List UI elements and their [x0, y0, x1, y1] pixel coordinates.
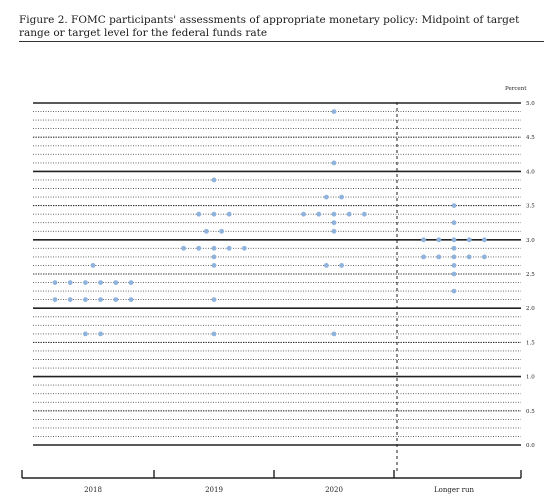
participant-dot	[98, 280, 103, 285]
participant-dot	[339, 263, 344, 268]
y-tick-label: 3.0	[526, 238, 535, 244]
participant-dot	[196, 211, 202, 217]
y-tick-label: 3.5	[526, 204, 535, 210]
participant-dot	[324, 263, 329, 268]
participant-dot	[331, 211, 337, 217]
y-tick-label: 2.0	[526, 306, 535, 312]
participant-dot	[181, 245, 187, 251]
participant-dot	[331, 160, 337, 166]
participant-dot	[242, 245, 247, 251]
x-category-label: 2019	[205, 486, 223, 494]
participant-dot	[83, 331, 88, 337]
participant-dot	[324, 194, 329, 200]
participant-dot	[331, 220, 337, 226]
participant-dot	[466, 254, 472, 260]
participant-dot	[421, 254, 426, 260]
participant-dot	[226, 211, 232, 217]
participant-dot	[52, 297, 58, 302]
participant-dot	[67, 297, 73, 302]
participant-dot	[436, 254, 442, 260]
participant-dot	[482, 254, 487, 260]
participant-dot	[339, 194, 344, 200]
participant-dot	[331, 228, 337, 234]
participant-dot	[451, 288, 457, 294]
participant-dot	[451, 245, 457, 251]
participant-dot	[128, 280, 134, 285]
x-category-label: 2020	[325, 486, 343, 494]
participant-dot	[211, 254, 217, 260]
participant-dot	[90, 263, 96, 268]
participant-dot	[331, 331, 337, 337]
participant-dot	[211, 245, 217, 251]
participant-dot	[52, 280, 58, 285]
participant-dot	[301, 211, 306, 217]
participant-dot	[482, 237, 487, 243]
y-tick-label: 2.5	[526, 272, 535, 278]
y-tick-label: 5.0	[526, 101, 535, 107]
participant-dot	[436, 237, 442, 243]
participant-dot	[211, 211, 217, 217]
participant-dot	[451, 271, 457, 277]
participant-dot	[83, 280, 88, 285]
participant-dot	[346, 211, 352, 217]
participant-dot	[316, 211, 322, 217]
participant-dot	[113, 297, 119, 302]
participant-dot	[113, 280, 119, 285]
participant-dot	[204, 228, 209, 234]
participant-dot	[226, 245, 232, 251]
x-category-label: 2018	[84, 486, 102, 494]
figure-title: Figure 2. FOMC participants' assessments…	[19, 14, 520, 39]
y-axis-unit-label: Percent	[505, 86, 527, 92]
participant-dot	[451, 263, 457, 268]
participant-dot	[451, 237, 457, 243]
participant-dot	[331, 109, 337, 114]
y-tick-label: 0.5	[526, 409, 535, 415]
title-divider	[19, 41, 544, 42]
participant-dot	[451, 220, 457, 226]
participant-dot	[83, 297, 88, 302]
y-tick-label: 4.5	[526, 135, 535, 141]
participant-dot	[128, 297, 134, 302]
participant-dot	[98, 331, 103, 337]
participant-dot	[67, 280, 73, 285]
participant-dot	[466, 237, 472, 243]
y-tick-label: 1.5	[526, 340, 535, 346]
participant-dot	[211, 177, 217, 183]
participant-dot	[451, 254, 457, 260]
y-tick-label: 0.0	[526, 443, 535, 449]
participant-dot	[219, 228, 225, 234]
participant-dot	[196, 245, 202, 251]
participant-dot	[211, 263, 217, 268]
y-tick-label: 4.0	[526, 169, 535, 175]
participant-dot	[211, 331, 217, 337]
participant-dot	[211, 297, 217, 302]
participant-dot	[362, 211, 367, 217]
participant-dot	[98, 297, 103, 302]
y-tick-label: 1.0	[526, 375, 535, 381]
x-category-label: Longer run	[434, 486, 474, 494]
participant-dot	[421, 237, 426, 243]
participant-dot	[451, 203, 457, 209]
